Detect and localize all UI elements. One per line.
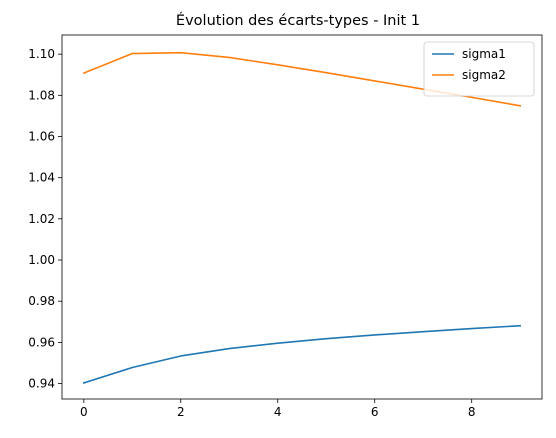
x-tick-label: 4 <box>274 405 282 419</box>
legend-label-sigma2: sigma2 <box>462 68 506 82</box>
x-tick-label: 8 <box>468 405 476 419</box>
plot-frame <box>61 34 543 400</box>
y-tick-label: 1.08 <box>28 88 55 102</box>
y-tick-label: 1.04 <box>28 171 55 185</box>
y-tick-label: 0.98 <box>28 294 55 308</box>
legend: sigma1 sigma2 <box>423 41 535 97</box>
y-tick-label: 1.06 <box>28 130 55 144</box>
y-tick-label: 1.10 <box>28 47 55 61</box>
series-line-sigma1 <box>82 324 522 384</box>
y-tick-label: 0.94 <box>28 377 55 391</box>
x-tick-label: 6 <box>371 405 379 419</box>
y-tick-label: 0.96 <box>28 335 55 349</box>
y-tick-label: 1.00 <box>28 253 55 267</box>
x-tick-label: 0 <box>80 405 88 419</box>
x-tick-label: 2 <box>177 405 185 419</box>
chart-title: Évolution des écarts-types - Init 1 <box>176 12 420 29</box>
axes: 0 2 4 6 8 0.94 0.96 0.98 1.00 1.02 1.04 1.06 1.08 1.1… <box>28 47 475 419</box>
legend-box <box>423 41 535 97</box>
y-tick-label: 1.02 <box>28 212 55 226</box>
legend-label-sigma1: sigma1 <box>462 47 506 61</box>
